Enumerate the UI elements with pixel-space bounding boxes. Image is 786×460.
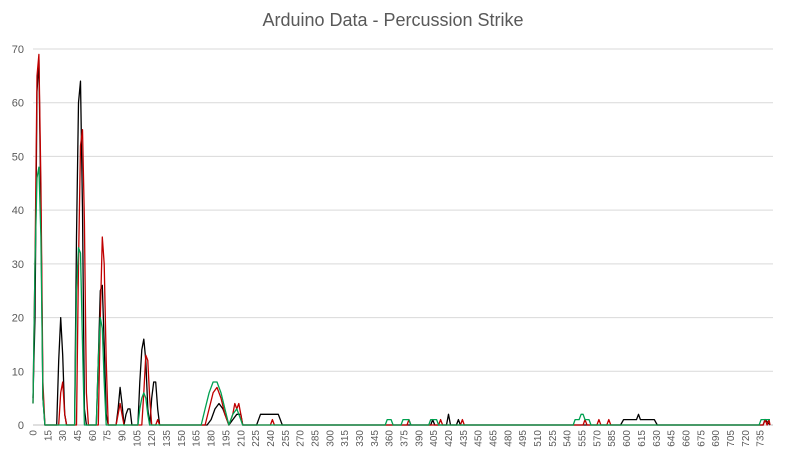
y-tick-label: 30 bbox=[12, 259, 24, 271]
y-tick-label: 50 bbox=[12, 151, 24, 163]
y-tick-label: 0 bbox=[18, 420, 24, 432]
x-tick-label: 375 bbox=[399, 430, 410, 447]
x-tick-label: 225 bbox=[251, 430, 262, 447]
x-tick-label: 150 bbox=[177, 430, 188, 447]
y-tick-label: 60 bbox=[12, 98, 24, 110]
x-tick-label: 330 bbox=[355, 430, 366, 447]
x-tick-label: 495 bbox=[518, 430, 529, 447]
x-tick-label: 285 bbox=[310, 430, 321, 447]
x-tick-label: 705 bbox=[726, 430, 737, 447]
series-line-2 bbox=[32, 53, 771, 426]
x-tick-label: 405 bbox=[429, 430, 440, 447]
x-tick-label: 345 bbox=[370, 430, 381, 447]
x-tick-label: 210 bbox=[236, 430, 247, 447]
x-tick-label: 15 bbox=[43, 430, 54, 442]
x-tick-label: 270 bbox=[296, 430, 307, 447]
x-tick-label: 510 bbox=[533, 430, 544, 447]
x-tick-label: 60 bbox=[88, 430, 99, 442]
x-tick-label: 540 bbox=[563, 430, 574, 447]
x-tick-label: 300 bbox=[325, 430, 336, 447]
y-tick-label: 20 bbox=[12, 313, 24, 325]
x-tick-label: 195 bbox=[221, 430, 232, 447]
x-tick-label: 120 bbox=[147, 430, 158, 447]
x-tick-label: 420 bbox=[444, 430, 455, 447]
x-tick-label: 30 bbox=[58, 430, 69, 442]
x-tick-label: 690 bbox=[711, 430, 722, 447]
x-tick-label: 480 bbox=[503, 430, 514, 447]
x-tick-label: 555 bbox=[578, 430, 589, 447]
x-tick-label: 435 bbox=[459, 430, 470, 447]
x-tick-label: 585 bbox=[607, 430, 618, 447]
x-tick-label: 615 bbox=[637, 430, 648, 447]
x-tick-label: 600 bbox=[622, 430, 633, 447]
chart-title: Arduino Data - Percussion Strike bbox=[262, 10, 524, 30]
series-line-1 bbox=[32, 59, 771, 426]
x-tick-label: 675 bbox=[696, 430, 707, 447]
y-tick-label: 10 bbox=[12, 366, 24, 378]
x-tick-label: 630 bbox=[652, 430, 663, 447]
x-tick-label: 75 bbox=[103, 430, 114, 442]
y-tick-label: 70 bbox=[12, 44, 24, 56]
x-tick-label: 90 bbox=[118, 430, 129, 442]
x-tick-label: 390 bbox=[414, 430, 425, 447]
x-tick-label: 180 bbox=[207, 430, 218, 447]
y-tick-label: 40 bbox=[12, 205, 24, 217]
x-tick-label: 135 bbox=[162, 430, 173, 447]
x-tick-label: 165 bbox=[192, 430, 203, 447]
x-tick-label: 525 bbox=[548, 430, 559, 447]
x-tick-label: 315 bbox=[340, 430, 351, 447]
x-tick-label: 660 bbox=[681, 430, 692, 447]
x-tick-label: 645 bbox=[667, 430, 678, 447]
x-tick-label: 720 bbox=[741, 430, 752, 447]
x-tick-label: 105 bbox=[132, 430, 143, 447]
x-tick-label: 735 bbox=[756, 430, 767, 447]
series-line-3 bbox=[32, 166, 770, 426]
x-tick-label: 0 bbox=[29, 430, 40, 436]
x-tick-label: 360 bbox=[385, 430, 396, 447]
x-tick-label: 45 bbox=[73, 430, 84, 442]
x-tick-label: 570 bbox=[592, 430, 603, 447]
x-tick-label: 465 bbox=[489, 430, 500, 447]
x-tick-label: 255 bbox=[281, 430, 292, 447]
x-tick-label: 450 bbox=[474, 430, 485, 447]
x-tick-label: 240 bbox=[266, 430, 277, 447]
